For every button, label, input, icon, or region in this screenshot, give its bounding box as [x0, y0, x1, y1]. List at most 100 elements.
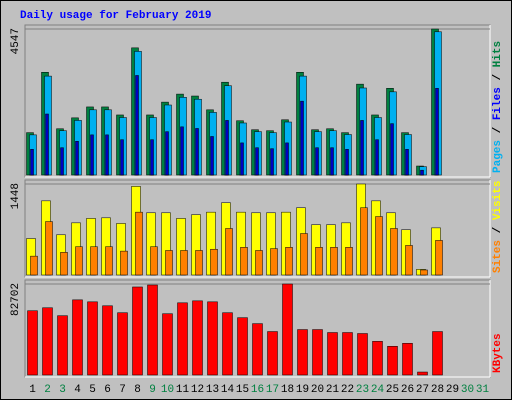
legend-separator: / [492, 120, 504, 140]
bar [357, 333, 368, 376]
legend-separator: / [492, 67, 504, 87]
bar [252, 323, 263, 376]
x-tick-label: 26 [401, 384, 414, 396]
bar [75, 246, 83, 276]
bar [210, 248, 218, 276]
bar [297, 329, 308, 376]
bar [390, 123, 394, 176]
x-tick-label: 17 [266, 384, 279, 396]
bar [60, 252, 68, 276]
bar [147, 284, 158, 376]
bar [135, 75, 139, 176]
bar [315, 147, 319, 176]
x-tick-label: 21 [326, 384, 340, 396]
bar [285, 142, 289, 176]
bar [222, 312, 233, 376]
legend-entry: Sites [492, 240, 504, 273]
bar [180, 126, 184, 176]
bar [270, 148, 274, 176]
x-tick-label: 27 [416, 384, 429, 396]
bar [285, 247, 293, 276]
x-tick-label: 11 [176, 384, 190, 396]
x-tick-label: 9 [149, 384, 156, 396]
bar [417, 371, 428, 376]
bar [45, 221, 53, 276]
bar [432, 331, 443, 376]
x-tick-label: 16 [251, 384, 264, 396]
bar [195, 250, 203, 276]
bar [42, 307, 53, 376]
bar [177, 302, 188, 376]
bar [282, 283, 293, 376]
bar [87, 301, 98, 376]
x-tick-label: 31 [476, 384, 490, 396]
y-tick-label: 82702 [10, 283, 22, 316]
bar [105, 246, 113, 276]
x-tick-label: 24 [371, 384, 385, 396]
y-tick-label: 4547 [10, 28, 22, 54]
bar [192, 300, 203, 376]
legend: Sites / Visits [492, 181, 504, 273]
legend: KBytes [492, 333, 504, 373]
x-tick-label: 20 [311, 384, 324, 396]
bar [102, 305, 113, 376]
bar [360, 120, 364, 176]
bar [372, 341, 383, 376]
y-tick-label: 1448 [10, 183, 22, 209]
x-tick-label: 1 [29, 384, 36, 396]
bar [240, 142, 244, 176]
bar [120, 139, 124, 176]
bar [255, 250, 263, 276]
x-tick-label: 15 [236, 384, 249, 396]
bar [255, 147, 259, 176]
bar [345, 149, 349, 176]
legend-entry: KBytes [492, 333, 504, 373]
bar [72, 299, 83, 376]
legend-entry: Files [492, 87, 504, 120]
bar [135, 211, 143, 276]
x-tick-label: 19 [296, 384, 309, 396]
bar [150, 139, 154, 176]
bar [345, 247, 353, 276]
x-tick-label: 13 [206, 384, 219, 396]
bar [195, 128, 199, 176]
legend-separator: / [492, 220, 504, 240]
x-tick-label: 22 [341, 384, 354, 396]
bar [225, 120, 229, 176]
bar [405, 149, 409, 176]
bar [75, 141, 79, 176]
bar [132, 286, 143, 376]
bar [105, 134, 109, 176]
chart-title: Daily usage for February 2019 [20, 10, 211, 22]
bar [162, 313, 173, 376]
bar [210, 136, 214, 176]
bar [165, 250, 173, 276]
bar [240, 247, 248, 276]
bar [150, 246, 158, 276]
bar [435, 240, 443, 276]
x-tick-label: 10 [161, 384, 174, 396]
x-tick-label: 6 [104, 384, 111, 396]
legend: Pages / Files / Hits [492, 41, 504, 173]
bar [180, 250, 188, 276]
bar [207, 301, 218, 376]
bar [45, 113, 49, 176]
bar [60, 147, 64, 176]
bar [165, 131, 169, 176]
legend-entry: Hits [492, 41, 504, 67]
bar [57, 315, 68, 376]
x-tick-label: 5 [89, 384, 96, 396]
bar [237, 317, 248, 376]
bar [390, 228, 398, 276]
x-tick-label: 3 [59, 384, 66, 396]
bar [300, 100, 304, 176]
bar [270, 248, 278, 276]
x-tick-label: 28 [431, 384, 444, 396]
bar [90, 246, 98, 276]
x-tick-label: 7 [119, 384, 126, 396]
bar [330, 247, 338, 276]
x-tick-label: 2 [44, 384, 51, 396]
bar [327, 332, 338, 376]
bar [27, 310, 38, 376]
